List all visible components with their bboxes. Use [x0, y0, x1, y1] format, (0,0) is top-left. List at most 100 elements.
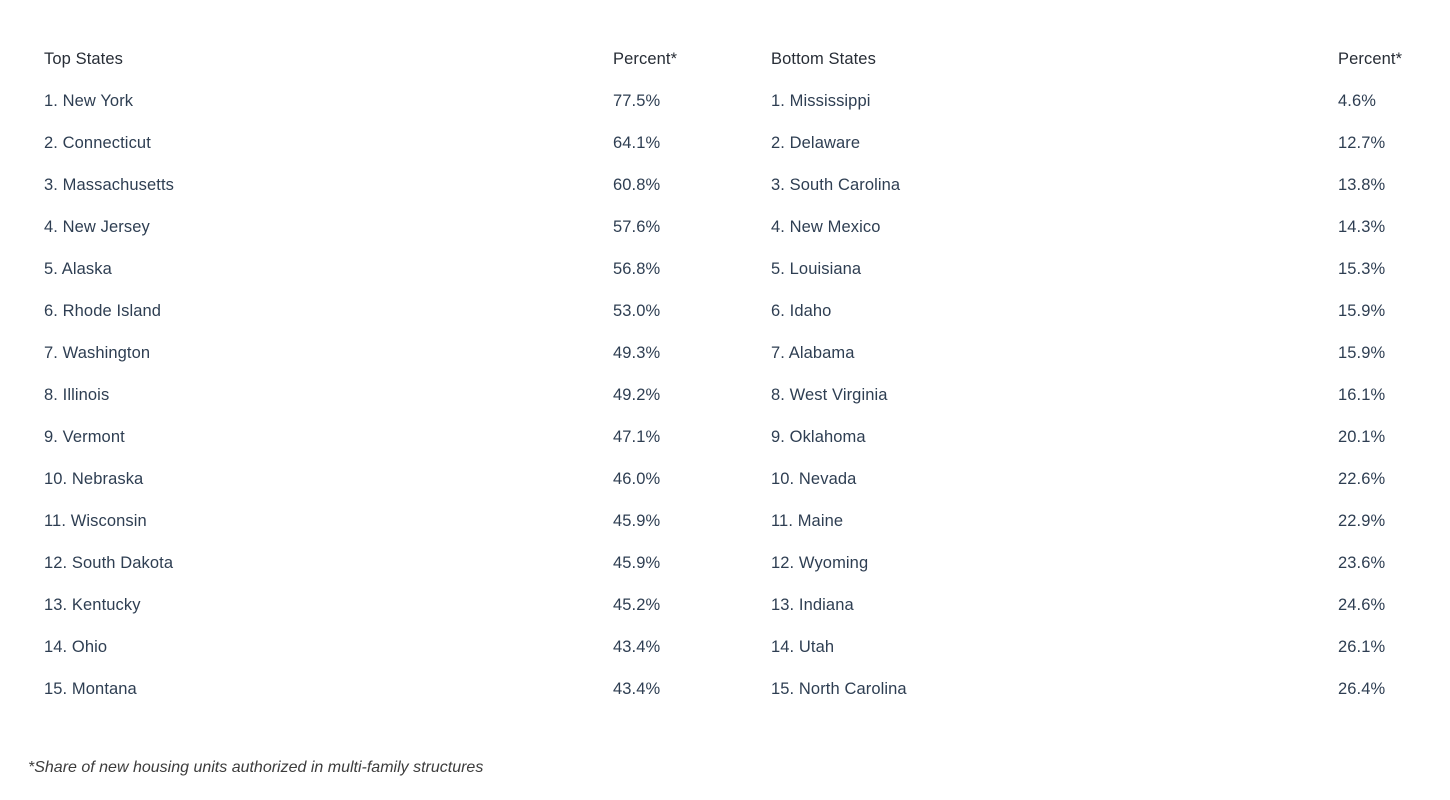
table-row: 5. Louisiana 15.3%: [771, 248, 1436, 290]
percent-value: 26.4%: [1338, 679, 1386, 698]
state-label: 7. Alabama: [771, 343, 855, 362]
table-header-row: Top States Percent*: [44, 38, 714, 80]
percent-value: 43.4%: [613, 637, 661, 656]
state-label: 1. New York: [44, 91, 134, 110]
percent-value: 12.7%: [1338, 133, 1386, 152]
table-header-row: Bottom States Percent*: [771, 38, 1436, 80]
table-row: 9. Oklahoma 20.1%: [771, 416, 1436, 458]
table-row: 11. Maine 22.9%: [771, 500, 1436, 542]
percent-value: 45.2%: [613, 595, 661, 614]
bottom-states-percent-header: Percent*: [1338, 49, 1403, 68]
percent-value: 45.9%: [613, 511, 661, 530]
table-row: 13. Indiana 24.6%: [771, 584, 1436, 626]
state-label: 2. Delaware: [771, 133, 861, 152]
bottom-states-table: Bottom States Percent* 1. Mississippi 4.…: [771, 38, 1436, 710]
state-label: 10. Nevada: [771, 469, 857, 488]
percent-value: 26.1%: [1338, 637, 1386, 656]
table-row: 14. Ohio 43.4%: [44, 626, 714, 668]
state-label: 7. Washington: [44, 343, 151, 362]
state-label: 10. Nebraska: [44, 469, 144, 488]
table-row: 11. Wisconsin 45.9%: [44, 500, 714, 542]
state-label: 1. Mississippi: [771, 91, 871, 110]
state-label: 8. Illinois: [44, 385, 110, 404]
state-label: 2. Connecticut: [44, 133, 151, 152]
state-label: 6. Idaho: [771, 301, 832, 320]
table-row: 4. New Mexico 14.3%: [771, 206, 1436, 248]
percent-value: 13.8%: [1338, 175, 1386, 194]
percent-value: 49.2%: [613, 385, 661, 404]
table-row: 14. Utah 26.1%: [771, 626, 1436, 668]
table-row: 15. Montana 43.4%: [44, 668, 714, 710]
state-label: 9. Oklahoma: [771, 427, 866, 446]
table-row: 9. Vermont 47.1%: [44, 416, 714, 458]
state-label: 3. Massachusetts: [44, 175, 174, 194]
percent-value: 15.9%: [1338, 343, 1386, 362]
state-label: 13. Indiana: [771, 595, 854, 614]
percent-value: 23.6%: [1338, 553, 1386, 572]
table-row: 7. Washington 49.3%: [44, 332, 714, 374]
bottom-states-header: Bottom States: [771, 49, 876, 68]
state-label: 14. Utah: [771, 637, 835, 656]
table-row: 4. New Jersey 57.6%: [44, 206, 714, 248]
percent-value: 46.0%: [613, 469, 661, 488]
state-label: 4. New Jersey: [44, 217, 150, 236]
table-row: 12. Wyoming 23.6%: [771, 542, 1436, 584]
state-label: 5. Louisiana: [771, 259, 862, 278]
state-label: 15. North Carolina: [771, 679, 907, 698]
table-row: 8. West Virginia 16.1%: [771, 374, 1436, 416]
table-row: 8. Illinois 49.2%: [44, 374, 714, 416]
state-label: 13. Kentucky: [44, 595, 141, 614]
percent-value: 22.9%: [1338, 511, 1386, 530]
table-row: 6. Rhode Island 53.0%: [44, 290, 714, 332]
state-label: 12. Wyoming: [771, 553, 869, 572]
table-row: 2. Connecticut 64.1%: [44, 122, 714, 164]
state-label: 9. Vermont: [44, 427, 125, 446]
state-label: 12. South Dakota: [44, 553, 174, 572]
state-label: 5. Alaska: [44, 259, 112, 278]
table-row: 10. Nevada 22.6%: [771, 458, 1436, 500]
state-label: 8. West Virginia: [771, 385, 888, 404]
percent-value: 47.1%: [613, 427, 661, 446]
top-states-table: Top States Percent* 1. New York 77.5% 2.…: [44, 38, 714, 710]
table-row: 12. South Dakota 45.9%: [44, 542, 714, 584]
percent-value: 60.8%: [613, 175, 661, 194]
table-row: 13. Kentucky 45.2%: [44, 584, 714, 626]
state-label: 11. Maine: [771, 511, 844, 530]
table-row: 3. South Carolina 13.8%: [771, 164, 1436, 206]
state-label: 11. Wisconsin: [44, 511, 147, 530]
percent-value: 64.1%: [613, 133, 661, 152]
percent-value: 53.0%: [613, 301, 661, 320]
state-label: 14. Ohio: [44, 637, 108, 656]
percent-value: 15.9%: [1338, 301, 1386, 320]
top-states-percent-header: Percent*: [613, 49, 678, 68]
percent-value: 49.3%: [613, 343, 661, 362]
percent-value: 24.6%: [1338, 595, 1386, 614]
top-states-header: Top States: [44, 49, 123, 68]
table-row: 1. Mississippi 4.6%: [771, 80, 1436, 122]
percent-value: 77.5%: [613, 91, 661, 110]
percent-value: 14.3%: [1338, 217, 1386, 236]
table-row: 1. New York 77.5%: [44, 80, 714, 122]
percent-value: 43.4%: [613, 679, 661, 698]
percent-value: 4.6%: [1338, 91, 1377, 110]
table-row: 15. North Carolina 26.4%: [771, 668, 1436, 710]
percent-value: 15.3%: [1338, 259, 1386, 278]
table-row: 3. Massachusetts 60.8%: [44, 164, 714, 206]
percent-value: 45.9%: [613, 553, 661, 572]
footnote: *Share of new housing units authorized i…: [28, 759, 484, 776]
table-row: 10. Nebraska 46.0%: [44, 458, 714, 500]
percent-value: 22.6%: [1338, 469, 1386, 488]
state-label: 6. Rhode Island: [44, 301, 162, 320]
percent-value: 56.8%: [613, 259, 661, 278]
table-row: 5. Alaska 56.8%: [44, 248, 714, 290]
table-row: 2. Delaware 12.7%: [771, 122, 1436, 164]
table-row: 6. Idaho 15.9%: [771, 290, 1436, 332]
state-label: 4. New Mexico: [771, 217, 881, 236]
percent-value: 20.1%: [1338, 427, 1386, 446]
table-row: 7. Alabama 15.9%: [771, 332, 1436, 374]
state-label: 15. Montana: [44, 679, 137, 698]
state-label: 3. South Carolina: [771, 175, 901, 194]
percent-value: 16.1%: [1338, 385, 1386, 404]
percent-value: 57.6%: [613, 217, 661, 236]
